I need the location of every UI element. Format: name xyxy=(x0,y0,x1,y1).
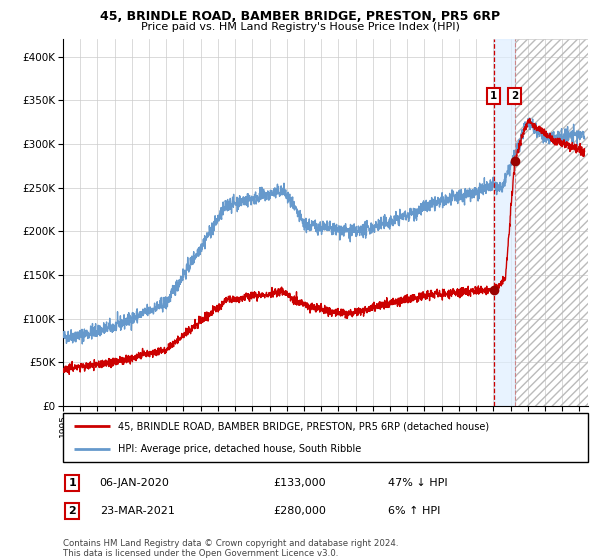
Text: 47% ↓ HPI: 47% ↓ HPI xyxy=(389,478,448,488)
Text: 06-JAN-2020: 06-JAN-2020 xyxy=(100,478,170,488)
Text: 1: 1 xyxy=(490,91,497,101)
Text: £280,000: £280,000 xyxy=(273,506,326,516)
Text: Contains HM Land Registry data © Crown copyright and database right 2024.
This d: Contains HM Land Registry data © Crown c… xyxy=(63,539,398,558)
Text: 1: 1 xyxy=(68,478,76,488)
Text: 23-MAR-2021: 23-MAR-2021 xyxy=(100,506,175,516)
Text: £133,000: £133,000 xyxy=(273,478,326,488)
Text: Price paid vs. HM Land Registry's House Price Index (HPI): Price paid vs. HM Land Registry's House … xyxy=(140,22,460,32)
Text: 45, BRINDLE ROAD, BAMBER BRIDGE, PRESTON, PR5 6RP: 45, BRINDLE ROAD, BAMBER BRIDGE, PRESTON… xyxy=(100,10,500,23)
Text: 6% ↑ HPI: 6% ↑ HPI xyxy=(389,506,441,516)
Bar xyxy=(515,39,588,406)
Text: 2: 2 xyxy=(68,506,76,516)
Text: 45, BRINDLE ROAD, BAMBER BRIDGE, PRESTON, PR5 6RP (detached house): 45, BRINDLE ROAD, BAMBER BRIDGE, PRESTON… xyxy=(118,421,489,431)
Bar xyxy=(494,39,515,406)
Text: HPI: Average price, detached house, South Ribble: HPI: Average price, detached house, Sout… xyxy=(118,444,361,454)
Text: 2: 2 xyxy=(511,91,518,101)
